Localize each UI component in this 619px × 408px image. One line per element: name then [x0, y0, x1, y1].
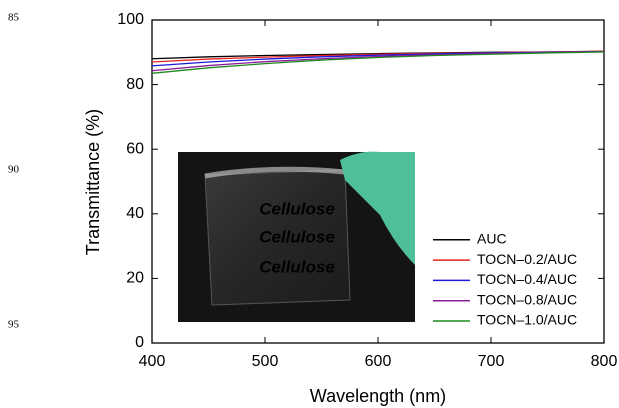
- y-tick-label: 20: [126, 270, 144, 287]
- series-line: [151, 51, 605, 74]
- line-number: 95: [8, 319, 20, 331]
- line-number: 85: [8, 12, 20, 24]
- legend-label: TOCN–0.4/AUC: [477, 271, 577, 287]
- x-tick-label: 400: [139, 353, 166, 370]
- inset-photo: [178, 151, 415, 322]
- y-tick-label: 100: [117, 11, 144, 28]
- legend-label: AUC: [477, 231, 507, 247]
- x-tick-label: 700: [478, 353, 505, 370]
- x-tick-label: 800: [591, 353, 618, 370]
- line-number: 90: [8, 164, 20, 176]
- x-tick-label: 500: [252, 353, 279, 370]
- inset-label: Cellulose: [259, 199, 335, 218]
- legend-label: TOCN–1.0/AUC: [477, 312, 577, 328]
- y-tick-label: 60: [126, 140, 144, 157]
- x-axis-label: Wavelength (nm): [310, 386, 446, 406]
- inset-label: Cellulose: [259, 227, 335, 246]
- legend-label: TOCN–0.2/AUC: [477, 251, 577, 267]
- y-tick-label: 40: [126, 205, 144, 222]
- inset-label: Cellulose: [259, 257, 335, 276]
- y-tick-label: 80: [126, 76, 144, 93]
- legend-label: TOCN–0.8/AUC: [477, 291, 577, 307]
- y-tick-label: 0: [135, 334, 144, 351]
- y-axis-label: Transmittance (%): [83, 109, 103, 255]
- x-tick-label: 600: [365, 353, 392, 370]
